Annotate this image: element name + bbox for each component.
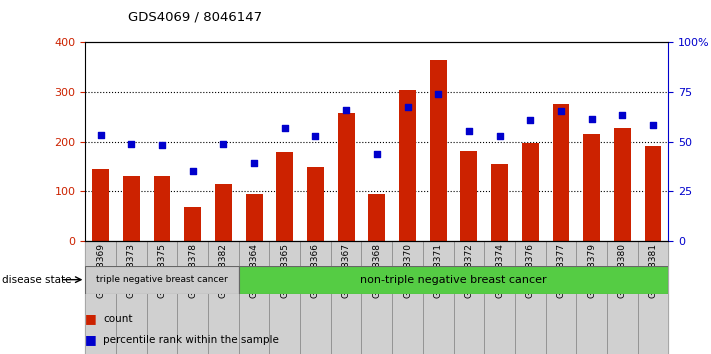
Point xyxy=(187,169,198,174)
Bar xyxy=(269,241,300,354)
Bar xyxy=(331,241,361,354)
Bar xyxy=(239,241,269,354)
Bar xyxy=(645,145,661,241)
Bar xyxy=(239,266,668,294)
Bar xyxy=(208,241,239,354)
Bar xyxy=(399,90,416,241)
Bar xyxy=(338,113,355,241)
Point xyxy=(310,133,321,138)
Point xyxy=(95,132,107,138)
Bar xyxy=(239,241,269,354)
Bar xyxy=(552,104,570,241)
Point xyxy=(341,108,352,113)
Bar xyxy=(423,241,454,354)
Bar xyxy=(331,241,361,354)
Bar xyxy=(491,164,508,241)
Point xyxy=(647,122,658,128)
Bar xyxy=(208,241,239,354)
Bar xyxy=(638,241,668,354)
Text: ■: ■ xyxy=(85,312,97,325)
Bar xyxy=(277,152,293,241)
Bar xyxy=(85,241,116,354)
Text: ■: ■ xyxy=(85,333,97,346)
Bar xyxy=(146,241,177,354)
Bar xyxy=(146,241,177,354)
Bar xyxy=(116,241,146,354)
Bar xyxy=(607,241,638,354)
Point xyxy=(555,108,567,114)
Bar xyxy=(123,176,140,241)
Bar xyxy=(515,241,545,354)
Bar xyxy=(545,241,577,354)
Point xyxy=(586,116,597,122)
Text: disease state: disease state xyxy=(2,275,72,285)
Bar xyxy=(368,194,385,241)
Bar xyxy=(85,241,116,354)
Bar xyxy=(246,194,262,241)
Text: percentile rank within the sample: percentile rank within the sample xyxy=(103,335,279,345)
Bar xyxy=(484,241,515,354)
Bar xyxy=(577,241,607,354)
Bar xyxy=(177,241,208,354)
Text: triple negative breast cancer: triple negative breast cancer xyxy=(96,275,228,284)
Point xyxy=(616,113,628,118)
Bar xyxy=(484,241,515,354)
Bar xyxy=(423,241,454,354)
Bar xyxy=(454,241,484,354)
Bar xyxy=(215,184,232,241)
Bar xyxy=(638,241,668,354)
Bar xyxy=(300,241,331,354)
Bar xyxy=(361,241,392,354)
Point xyxy=(279,125,291,131)
Bar xyxy=(392,241,423,354)
Bar xyxy=(583,134,600,241)
Point xyxy=(371,151,383,157)
Point xyxy=(402,104,413,110)
Bar xyxy=(177,241,208,354)
Bar xyxy=(454,241,484,354)
Bar xyxy=(307,167,324,241)
Bar xyxy=(361,241,392,354)
Point xyxy=(432,91,444,97)
Bar xyxy=(614,128,631,241)
Point xyxy=(494,133,506,139)
Bar xyxy=(545,241,577,354)
Text: non-triple negative breast cancer: non-triple negative breast cancer xyxy=(360,275,547,285)
Bar xyxy=(92,169,109,241)
Bar xyxy=(461,150,477,241)
Bar xyxy=(116,241,146,354)
Bar xyxy=(300,241,331,354)
Point xyxy=(156,142,168,148)
Point xyxy=(463,129,474,134)
Point xyxy=(126,141,137,147)
Text: GDS4069 / 8046147: GDS4069 / 8046147 xyxy=(128,11,262,24)
Point xyxy=(248,160,260,166)
Point xyxy=(525,118,536,123)
Bar xyxy=(269,241,300,354)
Bar xyxy=(607,241,638,354)
Bar xyxy=(85,266,239,294)
Bar xyxy=(522,143,539,241)
Bar xyxy=(184,207,201,241)
Bar xyxy=(515,241,545,354)
Bar xyxy=(577,241,607,354)
Text: count: count xyxy=(103,314,132,324)
Point xyxy=(218,141,229,147)
Bar xyxy=(429,60,447,241)
Bar xyxy=(154,176,171,241)
Bar xyxy=(392,241,423,354)
